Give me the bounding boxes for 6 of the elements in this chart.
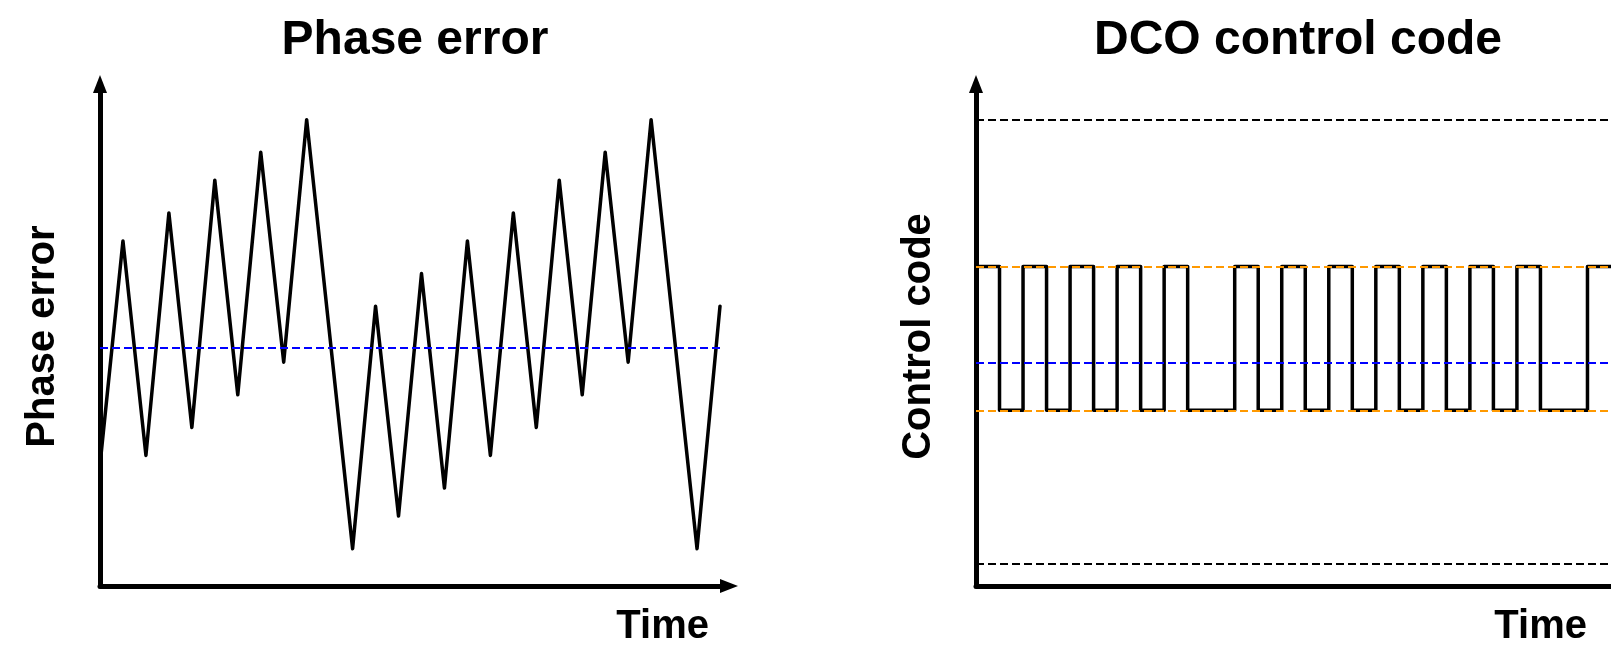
x-axis-title: Time [616,602,709,646]
y-axis-title: Phase error [18,225,62,448]
y-axis-title: Control code [894,213,938,460]
chart-title: DCO control code [1093,10,1503,64]
x-axis-title: Time [1494,602,1587,646]
chart-title: Phase error [281,10,549,64]
